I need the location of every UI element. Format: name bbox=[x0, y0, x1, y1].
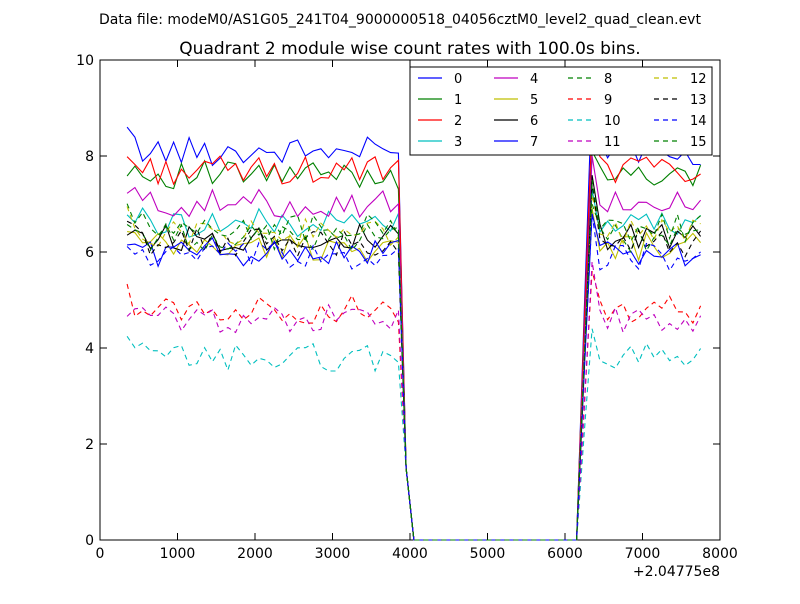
legend-box bbox=[409, 66, 713, 156]
y-tick-label: 0 bbox=[85, 533, 94, 549]
legend-label: 15 bbox=[690, 135, 707, 150]
legend-label: 12 bbox=[690, 72, 707, 87]
x-tick-label: 8000 bbox=[702, 546, 738, 562]
legend-label: 0 bbox=[454, 72, 462, 87]
x-axis-offset-label: +2.04775e8 bbox=[633, 564, 720, 580]
legend-label: 3 bbox=[454, 135, 462, 150]
legend-label: 2 bbox=[454, 114, 462, 129]
y-tick-label: 10 bbox=[76, 53, 94, 69]
x-axis: 0 1000 2000 3000 4000 5000 6000 7000 8000 bbox=[96, 60, 738, 562]
series-line-15 bbox=[126, 179, 701, 541]
legend-label: 4 bbox=[530, 72, 538, 87]
legend-label: 10 bbox=[604, 114, 621, 129]
legend-label: 9 bbox=[604, 93, 612, 108]
y-tick-label: 2 bbox=[85, 437, 94, 453]
chart-title: Quadrant 2 module wise count rates with … bbox=[179, 39, 640, 59]
x-tick-label: 5000 bbox=[470, 546, 506, 562]
series-layer bbox=[126, 88, 702, 541]
x-tick-label: 4000 bbox=[392, 546, 428, 562]
y-tick-label: 6 bbox=[85, 245, 94, 261]
x-tick-label: 2000 bbox=[237, 546, 273, 562]
legend-label: 6 bbox=[530, 114, 538, 129]
data-file-label: Data file: modeM0/AS1G05_241T04_90000005… bbox=[99, 12, 701, 28]
legend-label: 1 bbox=[454, 93, 462, 108]
x-tick-label: 7000 bbox=[625, 546, 661, 562]
series-line-13 bbox=[126, 184, 702, 541]
legend-label: 7 bbox=[530, 135, 538, 150]
series-line-14 bbox=[126, 213, 701, 541]
legend-label: 14 bbox=[690, 114, 707, 129]
x-tick-label: 0 bbox=[96, 546, 105, 562]
x-tick-label: 6000 bbox=[547, 546, 583, 562]
x-tick-label: 1000 bbox=[160, 546, 196, 562]
legend-label: 8 bbox=[604, 72, 612, 87]
legend-label: 5 bbox=[530, 93, 538, 108]
y-tick-label: 4 bbox=[85, 341, 94, 357]
legend-label: 11 bbox=[604, 135, 621, 150]
legend-label: 13 bbox=[690, 93, 707, 108]
x-tick-label: 3000 bbox=[315, 546, 351, 562]
y-tick-label: 8 bbox=[85, 149, 94, 165]
